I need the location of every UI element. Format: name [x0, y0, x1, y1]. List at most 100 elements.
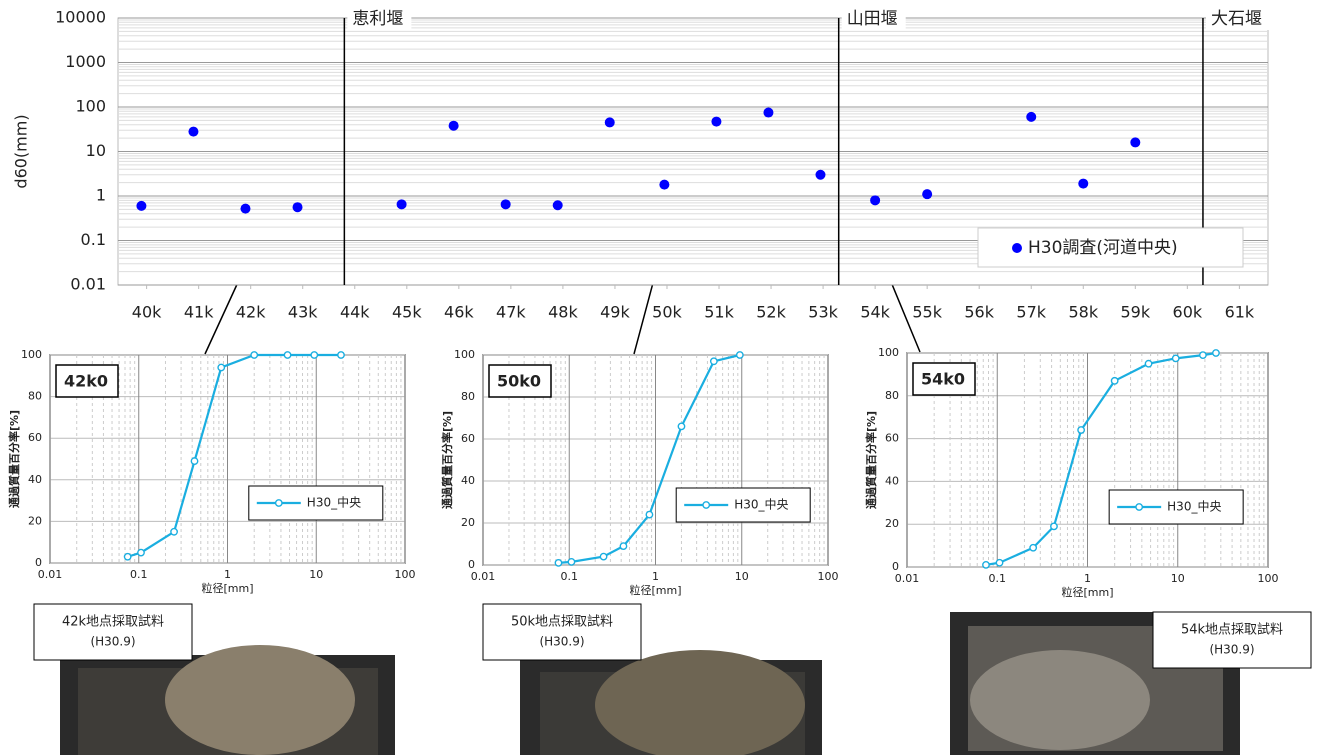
- x-tick-label: 10: [1171, 572, 1185, 585]
- point: [188, 126, 199, 137]
- point: [396, 199, 407, 210]
- x-tick-label: 46k: [444, 303, 474, 322]
- photo: [520, 650, 822, 755]
- chart-title: 50k0: [497, 372, 541, 391]
- x-tick-label: 53k: [808, 303, 838, 322]
- x-tick-label: 100: [818, 570, 839, 583]
- point: [870, 195, 881, 206]
- y-tick-label: 100: [878, 346, 899, 359]
- y-tick-label: 0: [468, 558, 475, 571]
- marker: [123, 552, 132, 561]
- photo: [60, 645, 395, 755]
- x-tick-label: 51k: [704, 303, 734, 322]
- y-tick-label: 80: [885, 389, 899, 402]
- point: [1130, 137, 1141, 148]
- marker: [250, 351, 259, 359]
- line: [558, 353, 741, 564]
- marker: [1212, 349, 1220, 357]
- x-tick-label: 0.01: [471, 570, 496, 583]
- photo-caption: 50k地点採取試料: [511, 614, 613, 630]
- x-tick-label: 42k: [236, 303, 266, 322]
- x-axis-label: 粒径[mm]: [201, 581, 253, 595]
- marker: [337, 351, 345, 359]
- marker: [567, 557, 576, 566]
- x-tick-label: 60k: [1173, 303, 1203, 322]
- chart: 0 20 40 60 80 100 0.01 0.1 1 10 100 通過質量百分率[%] 粒径[mm…: [7, 348, 416, 595]
- legend-label: H30_中央: [307, 495, 361, 510]
- marker: [599, 552, 608, 561]
- legend-marker: [274, 499, 283, 507]
- x-tick-label: 59k: [1120, 303, 1150, 322]
- legend-label: H30調査(河道中央): [1028, 238, 1178, 258]
- photo-caption: 42k地点採取試料: [62, 614, 164, 630]
- x-tick-label: 1: [652, 570, 659, 583]
- chart: 0 20 40 60 80 100 0.01 0.1 1 10 100 通過質量百分率[%] 粒径[mm…: [864, 346, 1279, 599]
- y-axis-label: 通過質量百分率[%]: [440, 411, 454, 509]
- photo-date: (H30.9): [90, 635, 135, 649]
- legend-label: H30_中央: [1167, 499, 1221, 514]
- point: [500, 199, 511, 210]
- x-tick-label: 50k: [652, 303, 682, 322]
- x-tick-label: 57k: [1016, 303, 1046, 322]
- y-tick-label: 80: [28, 390, 42, 403]
- marker: [1077, 426, 1086, 434]
- y-tick-label: 0.01: [70, 275, 106, 294]
- y-tick-label: 100: [75, 97, 106, 116]
- point: [763, 107, 774, 118]
- y-tick-label: 1000: [65, 52, 106, 71]
- x-tick-label: 10: [309, 568, 323, 581]
- y-tick-label: 10000: [55, 8, 106, 27]
- photo: [950, 612, 1240, 755]
- line: [985, 351, 1217, 566]
- y-tick-label: 80: [461, 390, 475, 403]
- x-tick-label: 61k: [1225, 303, 1255, 322]
- point: [711, 116, 722, 127]
- marker: [645, 510, 654, 519]
- x-tick-label: 47k: [496, 303, 526, 322]
- y-tick-label: 60: [28, 431, 42, 444]
- legend-marker: [1135, 503, 1144, 511]
- weir-label-bg: [347, 8, 412, 30]
- y-axis-label: 通過質量百分率[%]: [7, 410, 21, 508]
- y-tick-label: 60: [461, 432, 475, 445]
- x-tick-label: 43k: [288, 303, 318, 322]
- chart: 0.01 0.1 1 10 100 1000 10000 40k 41k 42k 43k 44k 45k…: [12, 8, 1270, 322]
- weir-label: 恵利堰: [352, 9, 403, 29]
- x-tick-label: 45k: [392, 303, 422, 322]
- x-tick-label: 1: [224, 568, 231, 581]
- point: [136, 200, 147, 211]
- x-axis-label: 粒径[mm]: [629, 583, 681, 597]
- point: [1026, 111, 1037, 122]
- point: [659, 179, 670, 190]
- weir-label-bg: [1205, 8, 1270, 30]
- y-tick-label: 20: [28, 514, 42, 527]
- photo-date: (H30.9): [539, 635, 584, 649]
- x-tick-label: 48k: [548, 303, 578, 322]
- y-tick-label: 60: [885, 432, 899, 445]
- marker: [1171, 354, 1180, 363]
- point: [240, 203, 251, 214]
- title-box: [55, 364, 119, 398]
- y-tick-label: 20: [461, 516, 475, 529]
- x-tick-label: 100: [1258, 572, 1279, 585]
- point: [552, 200, 563, 211]
- y-tick-label: 1: [96, 186, 106, 205]
- legend-marker: [702, 501, 711, 509]
- marker: [1029, 543, 1038, 552]
- marker: [982, 560, 990, 569]
- marker: [1144, 359, 1153, 368]
- marker: [1199, 351, 1207, 360]
- y-tick-label: 100: [454, 348, 475, 361]
- x-tick-label: 52k: [756, 303, 786, 322]
- marker: [137, 548, 145, 557]
- x-tick-label: 100: [395, 568, 416, 581]
- marker: [1110, 376, 1119, 385]
- marker: [709, 357, 718, 366]
- marker: [217, 363, 226, 372]
- y-tick-label: 0: [35, 556, 42, 569]
- weir-label-bg: [841, 8, 906, 30]
- y-tick-label: 0.1: [81, 230, 106, 249]
- marker: [190, 457, 199, 465]
- legend-marker: [1012, 243, 1022, 253]
